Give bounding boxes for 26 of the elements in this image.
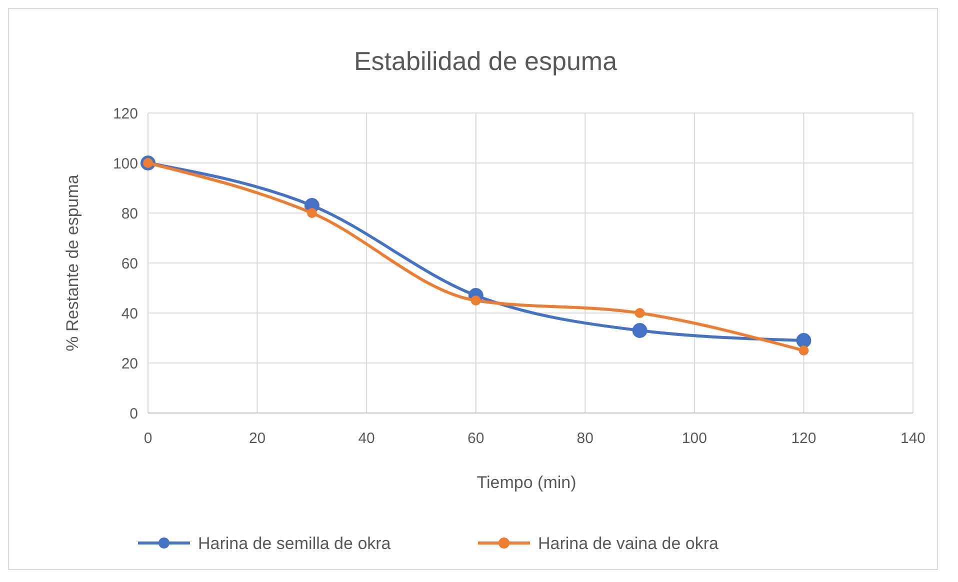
point [632,323,648,338]
point [306,208,317,218]
y-tick-label: 40 [121,305,138,322]
y-tick-label: 80 [121,205,138,222]
x-tick-label: 80 [576,430,594,447]
y-tick-label: 20 [121,355,138,372]
y-axis-title: % Restante de espuma [63,174,82,352]
y-tick-label: 60 [121,255,138,272]
x-tick-label: 100 [682,430,707,447]
x-tick-label: 40 [358,430,375,447]
y-tick-label: 100 [112,155,138,172]
x-tick-label: 140 [900,430,926,447]
x-tick-label: 20 [248,430,266,447]
y-tick-label: 0 [130,405,138,422]
point [470,296,481,306]
legend-label: Harina de semilla de okra [198,534,392,553]
point [634,308,645,318]
x-axis-title: Tiempo (min) [476,473,576,492]
y-tick-label: 120 [112,105,138,122]
legend-label: Harina de vaina de okra [538,534,720,553]
chart-title: Estabilidad de espuma [354,46,618,76]
x-tick-label: 60 [468,430,484,447]
point [798,346,809,356]
x-tick-label: 120 [791,430,816,447]
x-tick-label: 0 [144,430,152,447]
point [796,333,812,348]
